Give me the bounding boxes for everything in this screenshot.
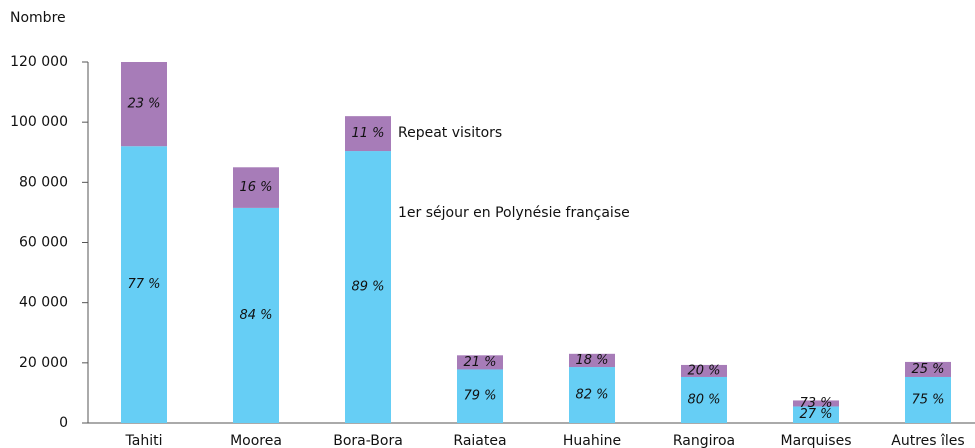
x-tick-label: Marquises — [780, 433, 851, 448]
value-label: 79 % — [463, 389, 496, 404]
bar-segment — [905, 361, 951, 377]
x-tick-label: Huahine — [563, 433, 621, 448]
value-label: 84 % — [239, 308, 272, 323]
bar-segment — [681, 364, 727, 377]
y-axis-label: Nombre — [10, 10, 66, 26]
bar-segment — [569, 353, 615, 368]
bar-segment — [793, 400, 839, 407]
x-tick-label: Bora-Bora — [333, 433, 403, 448]
value-label: 77 % — [127, 277, 160, 292]
bar-segment — [345, 151, 391, 423]
value-label: 73 % — [799, 396, 832, 411]
x-tick-label: Raiatea — [453, 433, 506, 448]
value-label: 21 % — [463, 355, 496, 370]
value-label: 25 % — [911, 362, 944, 377]
x-tick-label: Tahiti — [125, 433, 163, 448]
value-label: 20 % — [687, 363, 720, 378]
value-label: 75 % — [911, 392, 944, 407]
bar-segment — [793, 406, 839, 423]
x-tick-label: Autres îles — [891, 433, 964, 448]
bar-segment — [457, 369, 503, 423]
y-tick-label: 100 000 — [10, 114, 68, 130]
y-tick-label: 60 000 — [19, 235, 68, 251]
value-label: 89 % — [351, 280, 384, 295]
bar-segment — [905, 376, 951, 423]
value-label: 80 % — [687, 392, 720, 407]
value-label: 27 % — [799, 407, 832, 422]
y-tick-label: 20 000 — [19, 355, 68, 371]
x-tick-label: Rangiroa — [673, 433, 735, 448]
value-label: 82 % — [575, 388, 608, 403]
value-label: 16 % — [239, 180, 272, 195]
y-tick-label: 80 000 — [19, 174, 68, 190]
bar-segment — [233, 207, 279, 423]
y-tick-label: 40 000 — [19, 295, 68, 311]
bar-segment — [457, 355, 503, 370]
bar-segment — [233, 167, 279, 208]
bar-segment — [681, 376, 727, 423]
bar-segment — [569, 367, 615, 423]
value-label: 18 % — [575, 353, 608, 368]
bar-segment — [121, 146, 167, 423]
legend-label: 1er séjour en Polynésie française — [398, 205, 630, 221]
x-tick-label: Moorea — [230, 433, 282, 448]
legend-label: Repeat visitors — [398, 125, 502, 141]
value-label: 23 % — [127, 97, 160, 112]
y-tick-label: 0 — [59, 415, 68, 431]
value-label: 11 % — [351, 126, 384, 141]
bar-segment — [345, 116, 391, 152]
y-tick-label: 120 000 — [10, 54, 68, 70]
bar-segment — [121, 62, 167, 147]
